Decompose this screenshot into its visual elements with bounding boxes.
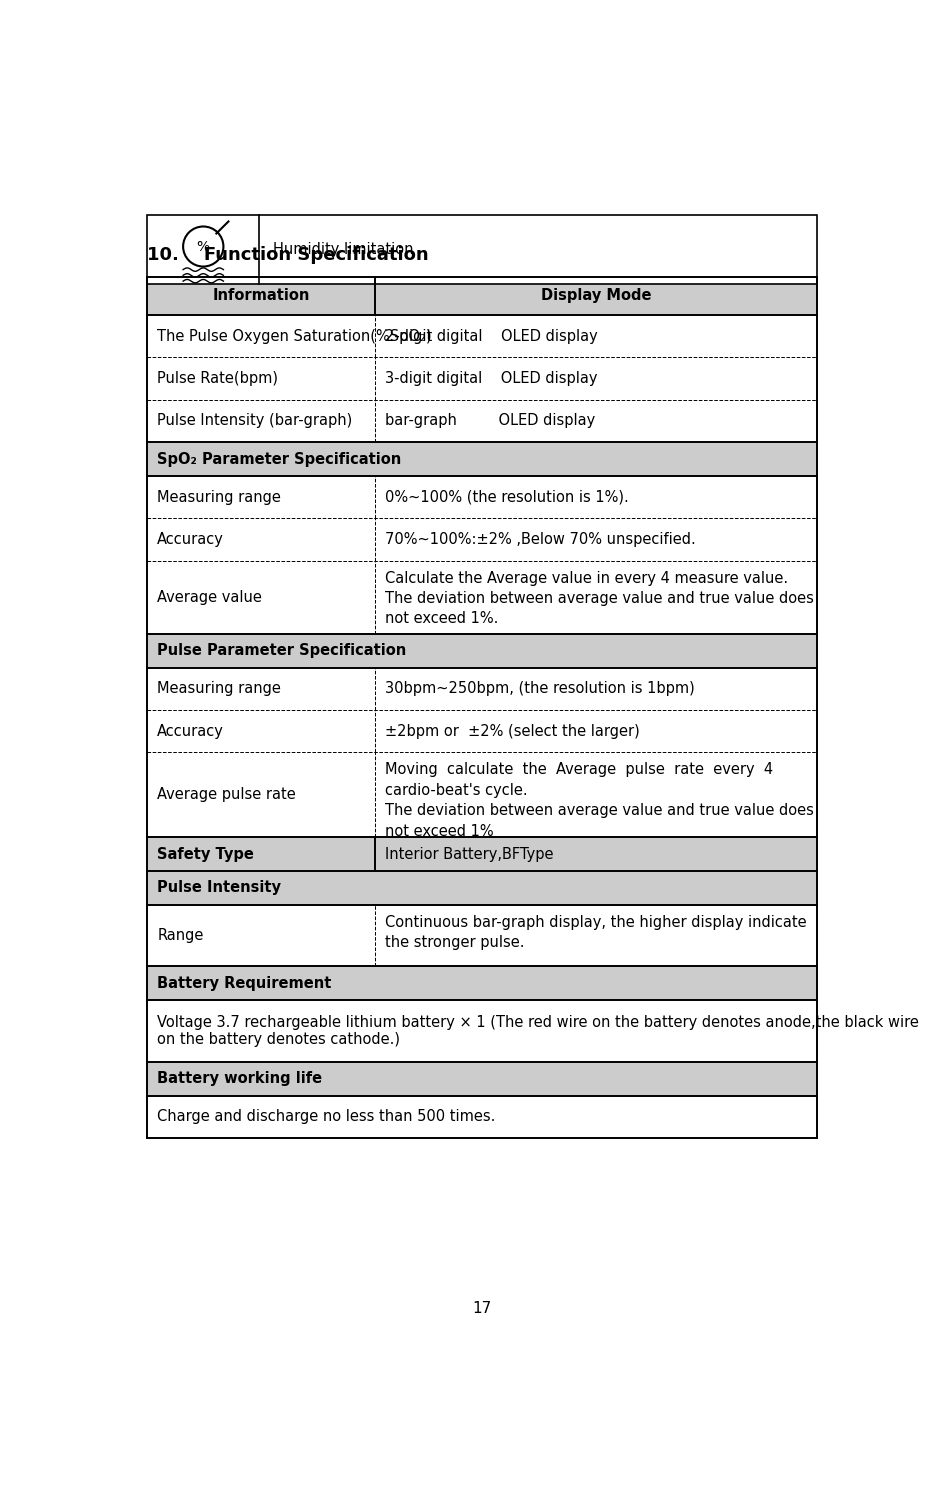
Text: Safety Type: Safety Type bbox=[157, 847, 254, 862]
Text: Humidity limitation: Humidity limitation bbox=[274, 242, 414, 257]
Text: 30bpm~250bpm, (the resolution is 1bpm): 30bpm~250bpm, (the resolution is 1bpm) bbox=[385, 681, 694, 696]
Text: SpO₂ Parameter Specification: SpO₂ Parameter Specification bbox=[157, 452, 402, 467]
Text: 10.    Function Specification: 10. Function Specification bbox=[147, 245, 429, 263]
Bar bbox=[147, 752, 818, 838]
Bar bbox=[147, 215, 818, 284]
Text: Range: Range bbox=[157, 928, 203, 942]
Text: Accuracy: Accuracy bbox=[157, 533, 224, 548]
Bar bbox=[147, 871, 818, 905]
Text: 2-digit digital    OLED display: 2-digit digital OLED display bbox=[385, 329, 598, 344]
Text: Moving  calculate  the  Average  pulse  rate  every  4
cardio-beat's cycle.
The : Moving calculate the Average pulse rate … bbox=[385, 763, 814, 839]
Bar bbox=[147, 1062, 818, 1097]
Bar bbox=[147, 561, 818, 634]
Bar bbox=[147, 358, 818, 399]
Text: 0%~100% (the resolution is 1%).: 0%~100% (the resolution is 1%). bbox=[385, 489, 629, 504]
Text: Charge and discharge no less than 500 times.: Charge and discharge no less than 500 ti… bbox=[157, 1110, 496, 1125]
Text: Battery working life: Battery working life bbox=[157, 1071, 322, 1086]
Text: ±2bpm or  ±2% (select the larger): ±2bpm or ±2% (select the larger) bbox=[385, 724, 640, 739]
Text: Accuracy: Accuracy bbox=[157, 724, 224, 739]
Text: Pulse Intensity: Pulse Intensity bbox=[157, 881, 281, 896]
Text: Pulse Parameter Specification: Pulse Parameter Specification bbox=[157, 643, 407, 658]
Bar bbox=[147, 838, 818, 871]
Text: 3-digit digital    OLED display: 3-digit digital OLED display bbox=[385, 371, 598, 386]
Text: Continuous bar-graph display, the higher display indicate
the stronger pulse.: Continuous bar-graph display, the higher… bbox=[385, 916, 806, 950]
Text: The Pulse Oxygen Saturation(%SpO₂): The Pulse Oxygen Saturation(%SpO₂) bbox=[157, 329, 432, 344]
Text: Measuring range: Measuring range bbox=[157, 681, 281, 696]
Text: 17: 17 bbox=[472, 1302, 492, 1316]
Text: Battery Requirement: Battery Requirement bbox=[157, 975, 331, 990]
Bar bbox=[147, 1097, 818, 1138]
Text: Calculate the Average value in every 4 measure value.
The deviation between aver: Calculate the Average value in every 4 m… bbox=[385, 570, 814, 627]
Text: Average pulse rate: Average pulse rate bbox=[157, 787, 295, 802]
Text: Pulse Intensity (bar-graph): Pulse Intensity (bar-graph) bbox=[157, 413, 352, 428]
Text: Display Mode: Display Mode bbox=[541, 289, 651, 304]
Text: 70%~100%:±2% ,Below 70% unspecified.: 70%~100%:±2% ,Below 70% unspecified. bbox=[385, 533, 695, 548]
Text: Measuring range: Measuring range bbox=[157, 489, 281, 504]
Text: %: % bbox=[197, 239, 210, 253]
Text: bar-graph         OLED display: bar-graph OLED display bbox=[385, 413, 596, 428]
Bar bbox=[147, 711, 818, 752]
Bar bbox=[147, 1001, 818, 1062]
Bar bbox=[147, 443, 818, 476]
Bar bbox=[147, 966, 818, 1001]
Text: Information: Information bbox=[213, 289, 310, 304]
Bar bbox=[147, 476, 818, 518]
Bar bbox=[147, 518, 818, 561]
Bar bbox=[147, 667, 818, 711]
Bar bbox=[147, 634, 818, 667]
Bar bbox=[147, 905, 818, 966]
Text: Voltage 3.7 rechargeable lithium battery × 1 (The red wire on the battery denote: Voltage 3.7 rechargeable lithium battery… bbox=[157, 1014, 919, 1047]
Bar bbox=[147, 316, 818, 358]
Bar bbox=[147, 277, 818, 316]
Text: Pulse Rate(bpm): Pulse Rate(bpm) bbox=[157, 371, 279, 386]
Bar bbox=[147, 399, 818, 443]
Text: Interior Battery,BFType: Interior Battery,BFType bbox=[385, 847, 553, 862]
Text: Average value: Average value bbox=[157, 589, 262, 604]
